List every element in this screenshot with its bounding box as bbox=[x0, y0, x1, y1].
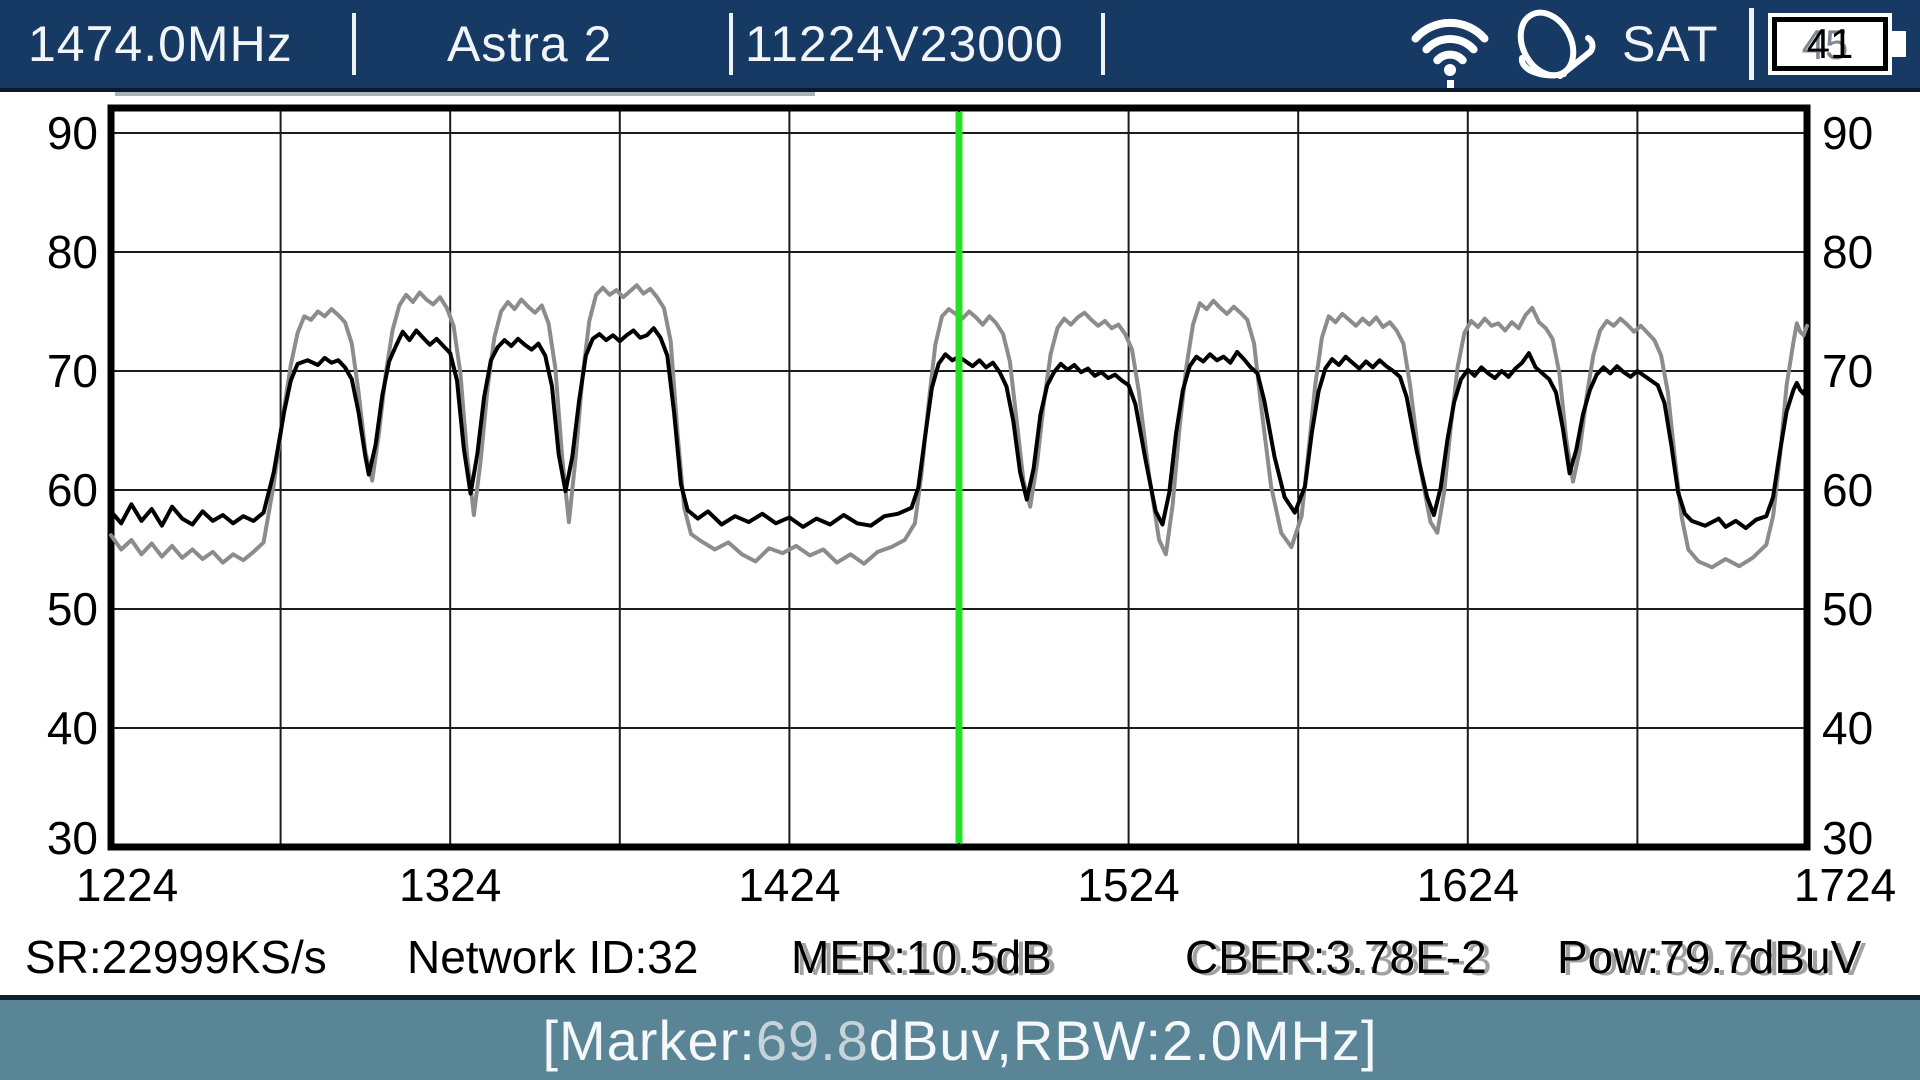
status-ghost-text: CBER:3.38E-3 bbox=[1190, 933, 1492, 985]
status-ghost-text: MER:10.5dB bbox=[796, 933, 1057, 985]
status-value: CBER:3.78E-2 bbox=[1185, 931, 1487, 983]
y-axis-label-right-30: 30 bbox=[1822, 812, 1874, 864]
status-ghost-text: Pow:89.6dBuV bbox=[1562, 933, 1867, 985]
sat-mode-label: SAT bbox=[1622, 16, 1719, 72]
status-value: Pow:79.7dBuV bbox=[1557, 931, 1862, 983]
y-axis-label-left-30: 30 bbox=[46, 812, 98, 864]
battery-ghost-value: 45 bbox=[1801, 21, 1849, 68]
y-axis-label-left-90: 90 bbox=[46, 106, 98, 159]
tuned-frequency: 1474.0MHz bbox=[28, 16, 293, 72]
satellite-name[interactable]: Astra 2 bbox=[447, 16, 613, 72]
status-mer: MER:10.5dB MER:10.5dB bbox=[791, 930, 1057, 985]
status-value: Network ID:32 bbox=[407, 931, 699, 983]
y-axis-label-right-80: 80 bbox=[1822, 225, 1874, 278]
marker-readout: [Marker:69.8dBuv,RBW:2.0MHz] bbox=[542, 1008, 1377, 1073]
y-axis-label-left-40: 40 bbox=[46, 701, 98, 754]
header-bar: 1474.0MHz Astra 2 11224V23000 SAT bbox=[0, 0, 1920, 88]
header-separator bbox=[1101, 13, 1105, 75]
transponder-value[interactable]: 11224V23000 bbox=[745, 16, 1064, 72]
x-axis-label-1624: 1624 bbox=[1416, 859, 1519, 911]
y-axis-label-right-60: 60 bbox=[1822, 463, 1874, 516]
y-axis-label-left-50: 50 bbox=[46, 582, 98, 635]
marker-value: 69.8 bbox=[755, 1008, 869, 1072]
status-network-id: Network ID:32 bbox=[407, 930, 698, 984]
header-divider bbox=[0, 88, 1920, 92]
satellite-dish-icon bbox=[1517, 9, 1596, 79]
marker-prefix: [Marker: bbox=[542, 1008, 756, 1072]
y-axis-label-right-70: 70 bbox=[1822, 344, 1874, 397]
marker-info-bar: [Marker:69.8dBuv,RBW:2.0MHz] bbox=[0, 1000, 1920, 1080]
x-axis-label-1424: 1424 bbox=[738, 859, 841, 911]
plot-border bbox=[107, 104, 1811, 851]
status-value: SR:22999KS/s bbox=[25, 931, 327, 983]
y-axis-label-left-60: 60 bbox=[46, 463, 98, 516]
x-axis-label-1524: 1524 bbox=[1077, 859, 1180, 911]
y-axis-label-left-70: 70 bbox=[46, 344, 98, 397]
header-separator bbox=[1749, 8, 1754, 80]
header-separator bbox=[352, 13, 356, 75]
status-value: MER:10.5dB bbox=[791, 931, 1052, 983]
status-pow: Pow:89.6dBuV Pow:79.7dBuV bbox=[1557, 930, 1866, 985]
y-axis-label-right-50: 50 bbox=[1822, 582, 1874, 635]
y-axis-label-right-90: 90 bbox=[1822, 106, 1874, 159]
y-axis-label-right-40: 40 bbox=[1822, 701, 1874, 754]
status-cber: CBER:3.38E-3 CBER:3.78E-2 bbox=[1185, 930, 1492, 985]
marker-suffix: dBuv,RBW:2.0MHz] bbox=[868, 1008, 1378, 1072]
x-axis-label-1224: 1224 bbox=[75, 859, 179, 911]
battery-terminal bbox=[1892, 31, 1906, 57]
battery-level: 41 bbox=[1806, 20, 1854, 67]
marker-bar-top-border bbox=[0, 995, 1920, 1000]
status-row: SR:22999KS/s Network ID:32 MER:10.5dB MER:1… bbox=[0, 930, 1920, 985]
header-separator bbox=[729, 13, 733, 75]
header-divider-accent bbox=[115, 92, 815, 96]
y-axis-label-left-80: 80 bbox=[46, 225, 98, 278]
spectrum-trace-gray bbox=[109, 283, 1809, 570]
spectrum-trace-black bbox=[109, 326, 1809, 531]
status-sr: SR:22999KS/s bbox=[25, 930, 327, 984]
wifi-icon bbox=[1411, 18, 1489, 88]
x-axis-label-1724: 1724 bbox=[1793, 859, 1897, 911]
battery-body: 45 41 bbox=[1772, 17, 1888, 71]
x-axis-label-1324: 1324 bbox=[399, 859, 502, 911]
battery-icon: 45 41 bbox=[1768, 13, 1892, 75]
